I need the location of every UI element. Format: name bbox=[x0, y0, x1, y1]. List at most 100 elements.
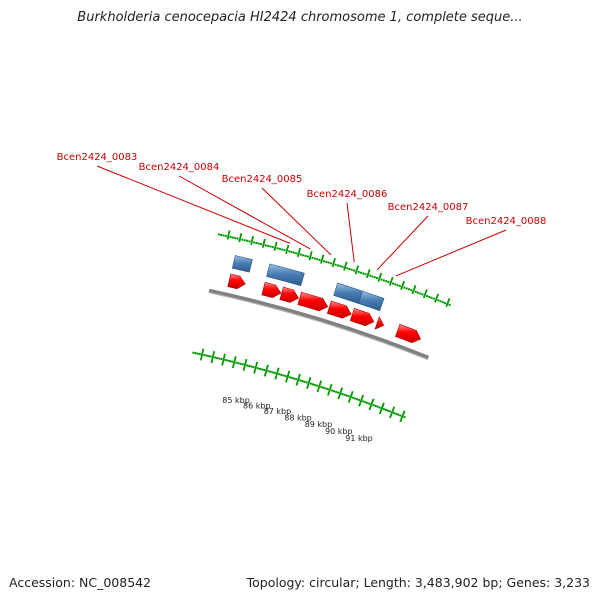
inner-major-tick bbox=[306, 377, 312, 390]
inner-minor-tick bbox=[305, 381, 308, 384]
outer-major-tick bbox=[226, 230, 231, 240]
inner-major-tick bbox=[295, 373, 301, 386]
inner-minor-tick bbox=[366, 401, 369, 404]
accession-label: Accession: NC_008542 bbox=[9, 575, 152, 590]
inner-minor-tick bbox=[351, 396, 354, 399]
inner-major-tick bbox=[221, 353, 226, 366]
inner-minor-tick bbox=[196, 352, 199, 355]
outer-minor-tick bbox=[414, 290, 417, 293]
inner-minor-tick bbox=[382, 408, 385, 411]
inner-major-tick bbox=[378, 402, 385, 415]
backbone-highlight bbox=[208, 292, 428, 361]
gene-label-leader bbox=[395, 229, 507, 277]
outer-minor-tick bbox=[236, 237, 239, 240]
gene-forward-arrow bbox=[261, 281, 282, 298]
gene-forward-arrow bbox=[394, 323, 422, 344]
gene-forward-arrow bbox=[374, 316, 385, 330]
outer-tick-ring bbox=[217, 230, 451, 308]
inner-minor-tick bbox=[384, 408, 387, 411]
outer-minor-tick bbox=[373, 276, 376, 279]
inner-minor-tick bbox=[299, 379, 302, 382]
outer-minor-tick bbox=[217, 233, 220, 236]
outer-minor-tick bbox=[325, 260, 328, 263]
gene-label: Bcen2424_0087 bbox=[388, 202, 469, 213]
gene-reverse-block bbox=[231, 255, 253, 273]
outer-minor-tick bbox=[253, 241, 256, 244]
inner-major-tick bbox=[274, 367, 280, 380]
outer-major-tick bbox=[422, 289, 428, 299]
inner-minor-tick bbox=[320, 386, 323, 389]
outer-minor-tick bbox=[362, 272, 365, 275]
outer-minor-tick bbox=[380, 278, 383, 281]
outer-major-tick bbox=[400, 280, 405, 290]
inner-minor-tick bbox=[316, 384, 319, 387]
gene-label: Bcen2424_0085 bbox=[222, 174, 303, 185]
outer-minor-tick bbox=[290, 251, 293, 254]
inner-minor-tick bbox=[399, 414, 402, 417]
inner-minor-tick bbox=[395, 412, 398, 415]
inner-major-tick bbox=[231, 356, 237, 369]
outer-major-tick bbox=[366, 268, 371, 279]
inner-minor-tick bbox=[261, 368, 264, 371]
outer-minor-tick bbox=[441, 301, 444, 304]
inner-minor-tick bbox=[271, 371, 274, 374]
gene-reverse-block bbox=[266, 263, 305, 287]
inner-minor-tick bbox=[252, 366, 255, 369]
inner-major-tick bbox=[389, 406, 396, 419]
outer-minor-tick bbox=[311, 256, 314, 259]
inner-minor-tick bbox=[292, 377, 295, 380]
inner-minor-tick bbox=[347, 395, 350, 398]
outer-minor-tick bbox=[385, 280, 388, 283]
outer-minor-tick bbox=[271, 246, 274, 249]
inner-minor-tick bbox=[280, 373, 283, 376]
tick-label: 86 kbp bbox=[243, 401, 271, 410]
inner-major-tick bbox=[347, 391, 354, 403]
inner-minor-tick bbox=[368, 402, 371, 405]
inner-minor-tick bbox=[372, 404, 375, 407]
outer-major-tick bbox=[273, 241, 278, 251]
outer-minor-tick bbox=[229, 235, 232, 238]
outer-minor-tick bbox=[304, 254, 307, 257]
inner-minor-tick bbox=[207, 355, 210, 358]
inner-minor-tick bbox=[224, 359, 227, 362]
outer-minor-tick bbox=[346, 267, 349, 270]
inner-minor-tick bbox=[378, 406, 381, 409]
inner-minor-tick bbox=[241, 363, 244, 366]
gene-forward-arrow bbox=[297, 291, 329, 312]
gene-label: Bcen2424_0084 bbox=[139, 162, 220, 173]
outer-minor-tick bbox=[371, 275, 374, 278]
outer-minor-tick bbox=[224, 234, 227, 237]
outer-major-tick bbox=[388, 276, 394, 286]
outer-minor-tick bbox=[248, 240, 251, 243]
outer-minor-tick bbox=[348, 268, 351, 271]
inner-major-tick bbox=[263, 364, 269, 377]
tick-label: 85 kbp bbox=[222, 396, 250, 405]
outer-minor-tick bbox=[364, 273, 367, 276]
inner-minor-tick bbox=[397, 413, 400, 416]
outer-minor-tick bbox=[334, 263, 337, 266]
gene-forward-arrow bbox=[326, 300, 352, 319]
outer-major-tick bbox=[377, 272, 383, 282]
outer-minor-tick bbox=[394, 283, 397, 286]
map-title: Burkholderia cenocepacia HI2424 chromoso… bbox=[77, 10, 523, 25]
outer-minor-tick bbox=[269, 245, 272, 248]
inner-minor-tick bbox=[194, 352, 197, 355]
outer-minor-tick bbox=[444, 302, 447, 305]
outer-major-tick bbox=[308, 251, 313, 261]
outer-major-tick bbox=[434, 293, 440, 303]
inner-minor-tick bbox=[364, 401, 367, 404]
inner-minor-tick bbox=[343, 393, 346, 396]
outer-minor-tick bbox=[407, 288, 410, 291]
outer-major-tick bbox=[285, 244, 290, 254]
inner-minor-tick bbox=[256, 367, 259, 370]
outer-major-tick bbox=[296, 247, 301, 258]
inner-minor-tick bbox=[198, 353, 201, 356]
gene-forward-arrow bbox=[227, 273, 246, 290]
outer-major-tick bbox=[411, 285, 417, 295]
outer-minor-tick bbox=[398, 285, 401, 288]
inner-minor-tick bbox=[205, 354, 208, 357]
inner-tick-ring bbox=[192, 348, 406, 423]
inner-minor-tick bbox=[303, 380, 306, 383]
tick-label: 90 kbp bbox=[325, 427, 353, 436]
